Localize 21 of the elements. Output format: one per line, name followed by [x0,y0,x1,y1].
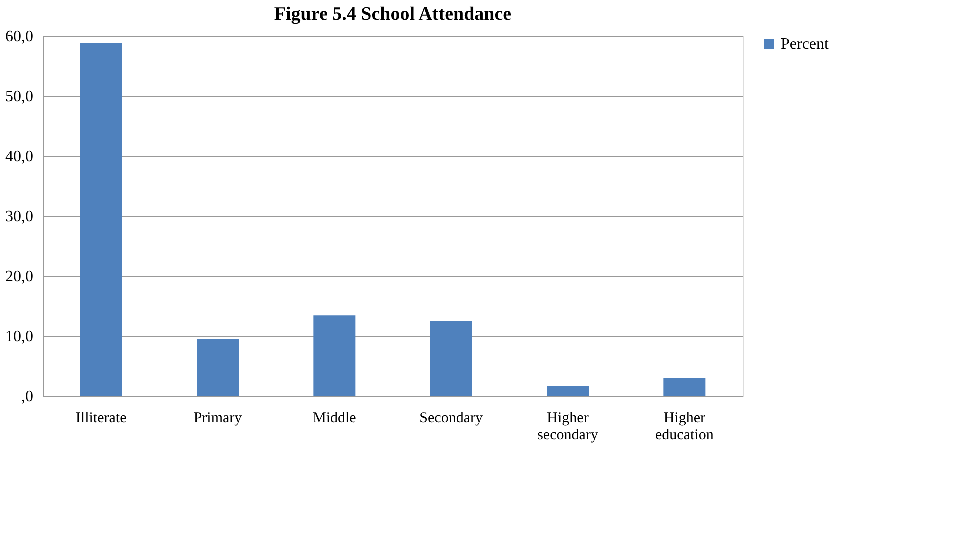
bar [80,43,122,396]
y-tick-label: 30,0 [6,208,34,226]
x-tick-label: Primary [194,410,243,426]
x-tick-label: Higher education [656,410,714,444]
bar [197,339,239,396]
y-tick-label: 20,0 [6,268,34,286]
y-tick-label: ,0 [22,388,34,406]
x-tick-label: Middle [312,410,357,426]
y-tick-label: 50,0 [6,88,34,106]
y-tick-label: 10,0 [6,328,34,346]
chart-title: Figure 5.4 School Attendance [274,4,512,25]
bar [664,378,706,396]
bar [430,321,472,396]
y-tick-label: 60,0 [6,28,34,46]
x-tick-label: Secondary [420,410,484,426]
x-tick-label: Illiterate [76,410,128,426]
bar [314,316,356,396]
y-tick-label: 40,0 [6,148,34,166]
bar [547,386,589,396]
x-tick-label: Higher secondary [538,410,599,444]
legend-label: Percent [781,36,830,53]
